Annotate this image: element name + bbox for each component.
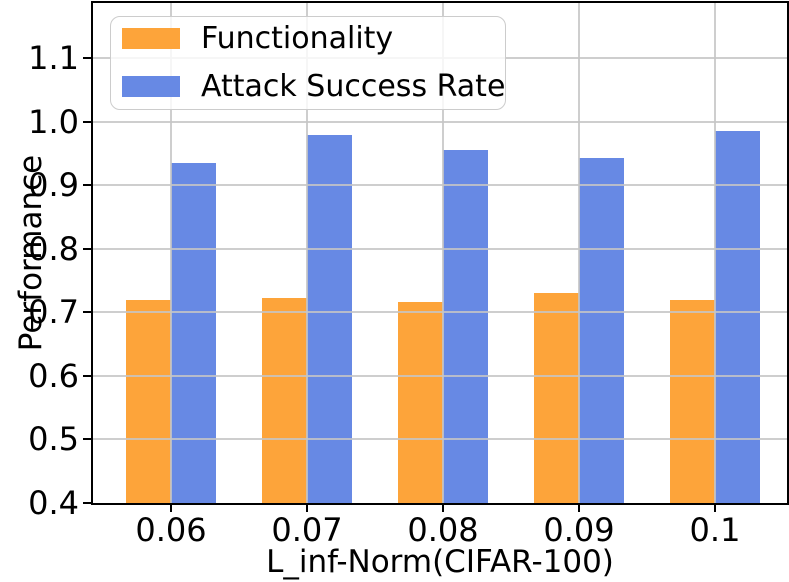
gridline-v <box>170 3 172 503</box>
legend-item-attack-success-rate: Attack Success Rate <box>122 71 505 102</box>
x-tick-label: 0.06 <box>135 511 207 549</box>
gridline-v <box>442 3 444 503</box>
gridline-v <box>714 3 716 503</box>
y-tick-mark <box>83 374 93 377</box>
gridline-v <box>306 3 308 503</box>
x-tick-mark <box>714 503 716 512</box>
legend-swatch-attack-success-rate <box>122 75 180 97</box>
gridline-h <box>93 311 787 314</box>
bar-attack-success-rate-0.1 <box>715 131 760 503</box>
x-tick-label: 0.1 <box>689 511 741 549</box>
bar-functionality-0.07 <box>262 298 307 503</box>
bar-functionality-0.06 <box>126 299 171 503</box>
bar-attack-success-rate-0.09 <box>579 158 624 503</box>
x-tick-mark <box>306 503 308 512</box>
y-tick-label: 1.0 <box>28 102 79 141</box>
x-tick-label: 0.09 <box>543 511 615 549</box>
y-tick-label: 0.5 <box>28 420 79 459</box>
y-tick-mark <box>83 247 93 250</box>
gridline-h <box>93 247 787 250</box>
legend: Functionality Attack Success Rate <box>110 16 506 110</box>
bar-functionality-0.1 <box>670 299 715 503</box>
bar-attack-success-rate-0.08 <box>443 149 488 503</box>
x-tick-label: 0.08 <box>407 511 479 549</box>
y-tick-mark <box>83 184 93 187</box>
y-tick-label: 0.6 <box>28 356 79 395</box>
x-axis-label: L_inf-Norm(CIFAR-100) <box>266 544 614 580</box>
y-tick-label: 0.7 <box>28 293 79 332</box>
gridline-h <box>93 184 787 187</box>
gridline-v <box>578 3 580 503</box>
legend-item-functionality: Functionality <box>122 23 491 54</box>
y-tick-label: 0.4 <box>28 484 79 522</box>
y-tick-label: 0.8 <box>28 229 79 268</box>
y-tick-mark <box>83 502 93 504</box>
bar-attack-success-rate-0.06 <box>171 163 216 503</box>
legend-label-functionality: Functionality <box>201 20 394 56</box>
legend-label-attack-success-rate: Attack Success Rate <box>201 68 506 104</box>
legend-swatch-functionality <box>122 27 180 49</box>
bar-attack-success-rate-0.07 <box>307 134 352 503</box>
x-tick-mark <box>578 503 580 512</box>
y-tick-mark <box>83 311 93 314</box>
gridline-h <box>93 120 787 123</box>
x-tick-mark <box>170 503 172 512</box>
bar-functionality-0.08 <box>398 301 443 503</box>
gridline-h <box>93 438 787 441</box>
y-tick-mark <box>83 120 93 123</box>
y-tick-label: 0.9 <box>28 166 79 205</box>
plot-area: 0.4 0.5 0.6 0.7 0.8 0.9 1.0 1.1 0.06 0.07 0.08 0.09… <box>28 1 789 580</box>
y-tick-mark <box>83 57 93 60</box>
bar-functionality-0.09 <box>534 293 579 503</box>
y-tick-label: 1.1 <box>28 39 79 78</box>
x-tick-mark <box>442 503 444 512</box>
gridline-h <box>93 374 787 377</box>
x-tick-label: 0.07 <box>271 511 343 549</box>
y-tick-mark <box>83 438 93 441</box>
